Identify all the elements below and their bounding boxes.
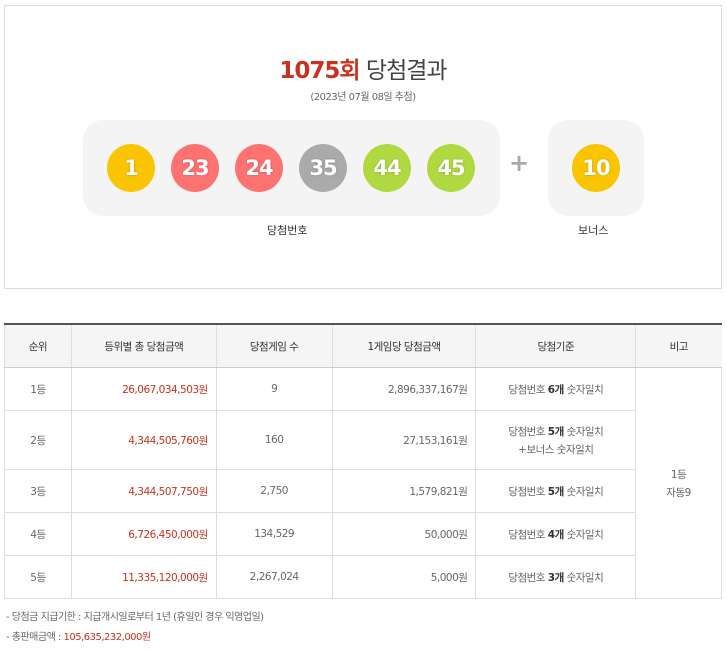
criteria-cell: 당첨번호 5개 숫자일치 — [475, 469, 637, 513]
remark-rank: 1등 — [670, 468, 687, 481]
round-number: 1075회 — [279, 58, 360, 84]
winner-count-cell: 9 — [215, 367, 333, 411]
ball-1: 1 — [107, 144, 155, 192]
total-prize-cell: 6,726,450,000원 — [70, 512, 217, 556]
criteria-text: 숫자일치 — [563, 425, 604, 438]
table-row: 1등 26,067,034,503원 9 2,896,337,167원 당첨번호… — [4, 367, 722, 599]
rank-cell: 1등 — [4, 367, 72, 411]
header-remarks: 비고 — [635, 323, 722, 368]
criteria-cell: 당첨번호 4개 숫자일치 — [475, 512, 637, 556]
total-prize-cell: 4,344,505,760원 — [70, 410, 217, 470]
ball-4: 35 — [299, 144, 347, 192]
total-prize-cell: 4,344,507,750원 — [70, 469, 217, 513]
criteria-count: 4개 — [547, 528, 564, 541]
table-row: 2등 4,344,505,760원 160 27,153,161원 당첨번호 5… — [4, 410, 722, 470]
total-prize-cell: 26,067,034,503원 — [70, 367, 217, 411]
criteria-cell: 당첨번호 3개 숫자일치 — [475, 555, 637, 599]
criteria-cell: 당첨번호 6개 숫자일치 — [475, 367, 637, 411]
footnotes: - 당첨금 지급기한 : 지급개시일로부터 1년 (휴일인 경우 익영업일) -… — [6, 608, 264, 648]
criteria-text: 숫자일치 — [563, 485, 604, 498]
winning-numbers-label: 당첨번호 — [267, 224, 308, 237]
criteria-cell: 당첨번호 5개 숫자일치 +보너스 숫자일치 — [475, 410, 637, 470]
winning-numbers-panel: 1 23 24 35 44 45 — [83, 120, 500, 216]
total-sales-amount: 105,635,232,000원 — [63, 632, 152, 643]
criteria-count: 5개 — [547, 425, 564, 438]
ball-2: 23 — [171, 144, 219, 192]
plus-icon: + — [509, 149, 530, 177]
criteria-text: 당첨번호 — [508, 425, 548, 438]
criteria-bonus-text: +보너스 숫자일치 — [518, 443, 594, 456]
prize-table: 순위 등위별 총 당첨금액 당첨게임 수 1게임당 당첨금액 당첨기준 비고 1… — [4, 323, 722, 599]
winner-count-cell: 160 — [215, 410, 333, 470]
title-suffix: 당첨결과 — [365, 58, 448, 84]
winner-count-cell: 134,529 — [215, 512, 333, 556]
page-title: 1075회 당첨결과 — [5, 51, 721, 85]
criteria-text: 당첨번호 — [508, 485, 548, 498]
bonus-label: 보너스 — [578, 224, 609, 237]
remark-auto: 자동9 — [666, 486, 691, 499]
header-criteria: 당첨기준 — [475, 323, 636, 368]
rank-cell: 3등 — [4, 469, 72, 513]
total-sales-label: - 총판매금액 : — [6, 632, 64, 643]
ball-3: 24 — [235, 144, 283, 192]
remarks-cell: 1등 자동9 — [635, 367, 722, 599]
bonus-ball: 10 — [572, 144, 620, 192]
draw-date: (2023년 07월 08일 추첨) — [310, 92, 416, 103]
table-row: 4등 6,726,450,000원 134,529 50,000원 당첨번호 4… — [4, 512, 722, 556]
criteria-count: 5개 — [547, 485, 564, 498]
rank-cell: 5등 — [4, 555, 72, 599]
table-row: 3등 4,344,507,750원 2,750 1,579,821원 당첨번호 … — [4, 469, 722, 513]
criteria-count: 3개 — [547, 571, 564, 584]
header-total-prize: 등위별 총 당첨금액 — [70, 323, 217, 368]
rank-cell: 2등 — [4, 410, 72, 470]
total-sales-note: - 총판매금액 : 105,635,232,000원 — [6, 628, 264, 648]
prize-per-game-cell: 5,000원 — [331, 555, 477, 599]
winner-count-cell: 2,267,024 — [215, 555, 333, 599]
prize-per-game-cell: 1,579,821원 — [331, 469, 477, 513]
prize-per-game-cell: 50,000원 — [331, 512, 477, 556]
ball-5: 44 — [363, 144, 411, 192]
total-prize-cell: 11,335,120,000원 — [70, 555, 217, 599]
table-row: 5등 11,335,120,000원 2,267,024 5,000원 당첨번호… — [4, 555, 722, 599]
header-prize-per-game: 1게임당 당첨금액 — [331, 323, 476, 368]
criteria-count: 6개 — [547, 383, 564, 396]
prize-per-game-cell: 27,153,161원 — [331, 410, 477, 470]
criteria-text: 당첨번호 — [508, 571, 548, 584]
table-header-row: 순위 등위별 총 당첨금액 당첨게임 수 1게임당 당첨금액 당첨기준 비고 — [4, 323, 722, 368]
winner-count-cell: 2,750 — [215, 469, 333, 513]
criteria-text: 숫자일치 — [563, 383, 604, 396]
header-rank: 순위 — [4, 323, 72, 368]
payout-deadline-note: - 당첨금 지급기한 : 지급개시일로부터 1년 (휴일인 경우 익영업일) — [6, 612, 264, 623]
header-winner-count: 당첨게임 수 — [215, 323, 333, 368]
ball-6: 45 — [427, 144, 475, 192]
criteria-text: 숫자일치 — [563, 528, 604, 541]
criteria-text: 숫자일치 — [563, 571, 604, 584]
criteria-text: 당첨번호 — [508, 528, 548, 541]
bonus-number-panel: 10 — [548, 120, 644, 216]
rank-cell: 4등 — [4, 512, 72, 556]
criteria-text: 당첨번호 — [508, 383, 548, 396]
prize-per-game-cell: 2,896,337,167원 — [331, 367, 477, 411]
